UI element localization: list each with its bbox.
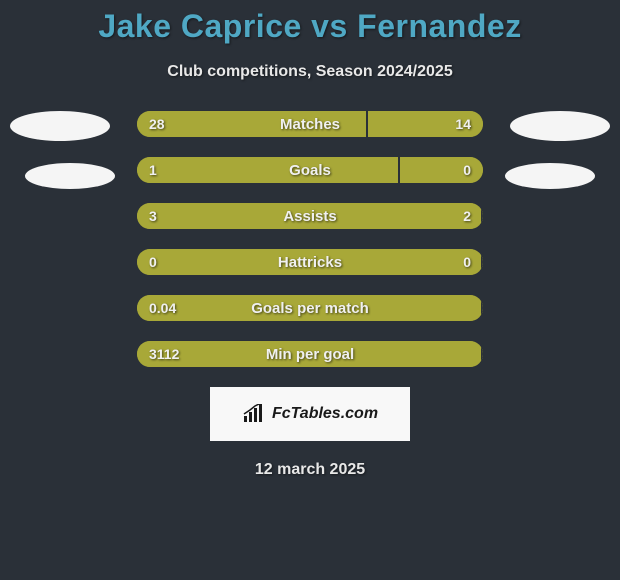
stat-label: Assists xyxy=(137,203,483,229)
stat-label: Min per goal xyxy=(137,341,483,367)
player-right-club-badge xyxy=(505,163,595,189)
stat-label: Goals xyxy=(137,157,483,183)
comparison-subtitle: Club competitions, Season 2024/2025 xyxy=(0,63,620,81)
stat-row: 1Goals0 xyxy=(137,157,483,183)
stat-value-right: 2 xyxy=(463,203,471,229)
snapshot-date: 12 march 2025 xyxy=(0,461,620,479)
stat-value-right: 0 xyxy=(463,249,471,275)
stat-row: 0Hattricks0 xyxy=(137,249,483,275)
brand-text: FcTables.com xyxy=(272,405,378,423)
stat-value-right: 0 xyxy=(463,157,471,183)
stat-label: Hattricks xyxy=(137,249,483,275)
stat-row: 3112Min per goal xyxy=(137,341,483,367)
stat-row: 3Assists2 xyxy=(137,203,483,229)
comparison-content: 28Matches141Goals03Assists20Hattricks00.… xyxy=(0,111,620,479)
stat-value-right: 14 xyxy=(455,111,471,137)
comparison-title: Jake Caprice vs Fernandez xyxy=(0,0,620,45)
brand-badge: FcTables.com xyxy=(210,387,410,441)
stat-rows: 28Matches141Goals03Assists20Hattricks00.… xyxy=(137,111,483,367)
stat-label: Matches xyxy=(137,111,483,137)
player-left-club-badge xyxy=(25,163,115,189)
player-left-avatar xyxy=(10,111,110,141)
stat-label: Goals per match xyxy=(137,295,483,321)
player-right-avatar xyxy=(510,111,610,141)
stat-row: 28Matches14 xyxy=(137,111,483,137)
stat-row: 0.04Goals per match xyxy=(137,295,483,321)
chart-icon xyxy=(242,404,266,424)
